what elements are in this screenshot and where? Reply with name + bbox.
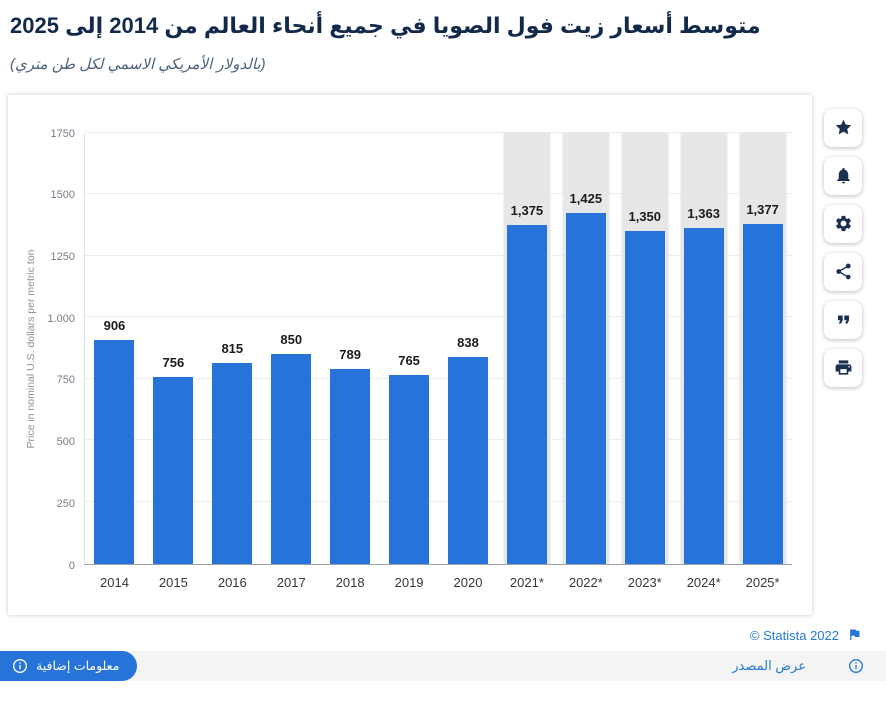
x-axis-label: 2021* (509, 574, 544, 590)
y-tick-label: 1750 (50, 127, 75, 140)
bar-value-label: 1,363 (687, 205, 720, 221)
gridline (85, 193, 792, 195)
y-tick-label: 500 (56, 436, 75, 449)
y-axis-title: Price in nominal U.S. dollars per metric… (25, 249, 37, 449)
x-axis-label: 2022* (568, 574, 603, 590)
bar[interactable] (153, 377, 194, 564)
bar-value-label: 765 (398, 353, 420, 369)
bar-column-2019[interactable]: 765 (380, 133, 439, 564)
favorite-button[interactable] (824, 108, 862, 147)
y-tick-label: 0 (68, 559, 75, 572)
y-tick-label: 750 (56, 374, 75, 387)
bar-column-2020[interactable]: 838 (439, 133, 498, 564)
bar-column-2023[interactable]: 1,350 (615, 132, 674, 564)
bar[interactable] (565, 212, 606, 564)
bar-value-label: 789 (339, 347, 361, 363)
bar-column-2025[interactable]: 1,377 (733, 132, 792, 564)
bar-column-2022[interactable]: 1,425 (556, 132, 615, 564)
chart-card: Price in nominal U.S. dollars per metric… (8, 94, 812, 615)
flag-icon[interactable] (847, 627, 862, 645)
x-axis-label: 2025* (745, 574, 780, 590)
bar-column-2014[interactable]: 906 (85, 133, 144, 564)
gear-icon (835, 215, 851, 232)
y-tick-label: 250 (56, 497, 75, 510)
bar[interactable] (330, 369, 371, 564)
bar-value-label: 1,425 (569, 190, 603, 206)
page-subtitle: (بالدولار الأمريكي الاسمي لكل طن متري) (10, 55, 266, 73)
printer-icon (835, 360, 851, 375)
x-axis-label: 2016 (217, 574, 247, 590)
bar[interactable] (271, 354, 312, 564)
y-axis-ticks: 0 250 500 750 1.000 1250 1500 1750 (40, 128, 84, 572)
x-axis-label: 2015 (158, 574, 188, 590)
content-area: Price in nominal U.S. dollars per metric… (0, 94, 886, 615)
bar-value-label: 756 (162, 355, 185, 371)
bar-value-label: 850 (280, 332, 303, 348)
gridline (85, 377, 792, 379)
bar[interactable] (506, 224, 547, 564)
side-toolbar (824, 108, 864, 387)
footer-strip: معلومات إضافية عرض المصدر (0, 650, 886, 681)
copyright-row: © Statista 2022 (0, 627, 886, 645)
alert-button[interactable] (824, 156, 862, 195)
additional-info-label: معلومات إضافية (36, 659, 120, 674)
share-button[interactable] (824, 252, 862, 291)
x-axis-label: 2019 (394, 574, 424, 590)
bar-value-label: 906 (103, 318, 126, 334)
bar-value-label: 1,375 (510, 202, 544, 218)
bar[interactable] (389, 375, 430, 564)
info-icon (12, 658, 28, 674)
bar-column-2024[interactable]: 1,363 (674, 132, 733, 564)
source-info-icon[interactable] (848, 658, 864, 674)
x-axis-label: 2023* (627, 574, 662, 590)
bar[interactable] (447, 357, 488, 564)
bar-value-label: 815 (221, 340, 244, 356)
x-axis-label: 2020 (453, 574, 483, 590)
y-axis-title-column: Price in nominal U.S. dollars per metric… (22, 133, 40, 565)
y-tick-label: 1250 (50, 251, 75, 264)
star-icon (835, 119, 851, 135)
gridline (85, 131, 792, 133)
bar-value-label: 1,350 (628, 209, 662, 225)
page-title: متوسط أسعار زيت فول الصويا في جميع أنحاء… (10, 13, 761, 38)
gridline (85, 254, 792, 256)
bar-value-label: 838 (457, 335, 479, 351)
print-button[interactable] (824, 348, 862, 387)
cite-button[interactable] (824, 300, 862, 339)
copyright-text[interactable]: © Statista 2022 (749, 628, 839, 644)
settings-button[interactable] (824, 204, 862, 243)
quote-icon (837, 315, 849, 324)
additional-info-button[interactable]: معلومات إضافية (0, 650, 138, 681)
bar-column-2017[interactable]: 850 (262, 133, 321, 564)
x-axis-labels: 2014 2015 2016 2017 2018 2019 2020 2021* 2022* 20… (85, 575, 792, 590)
bar[interactable] (742, 224, 783, 564)
bell-icon (836, 168, 850, 184)
gridline (85, 439, 792, 441)
gridline (85, 316, 792, 318)
bar-columns: 906 756 815 850 789 765 838 1,375 1,425 1,350 1,36… (85, 132, 792, 564)
x-axis-label: 2017 (276, 574, 306, 590)
x-axis-label: 2014 (100, 574, 129, 590)
source-group: عرض المصدر (732, 651, 886, 681)
share-icon (835, 263, 851, 280)
plot-area: 906 756 815 850 789 765 838 1,375 1,425 1,350 1,36… (84, 131, 792, 565)
bar-column-2021[interactable]: 1,375 (497, 132, 556, 564)
y-tick-label: 1500 (50, 189, 75, 202)
gridline (85, 501, 792, 503)
page-header: متوسط أسعار زيت فول الصويا في جميع أنحاء… (0, 0, 886, 73)
bar-column-2018[interactable]: 789 (321, 133, 380, 564)
bar-column-2016[interactable]: 815 (203, 133, 262, 564)
x-axis-label: 2024* (686, 574, 721, 590)
bar[interactable] (212, 362, 253, 564)
bar[interactable] (683, 227, 724, 564)
bar-value-label: 1,377 (746, 202, 779, 218)
y-tick-label: 1.000 (47, 312, 75, 325)
bar[interactable] (94, 340, 135, 564)
bar[interactable] (624, 231, 665, 564)
show-source-link[interactable]: عرض المصدر (732, 657, 806, 673)
chart-body: Price in nominal U.S. dollars per metric… (22, 128, 792, 572)
bar-column-2015[interactable]: 756 (144, 133, 203, 564)
x-axis-label: 2018 (335, 574, 365, 590)
